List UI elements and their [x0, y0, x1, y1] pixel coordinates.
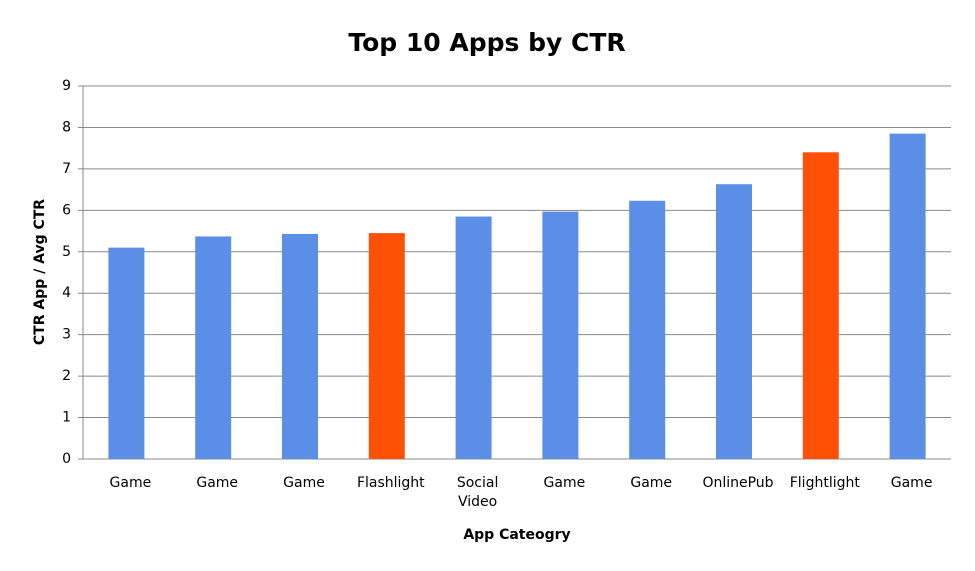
y-tick-label: 4 [62, 285, 71, 301]
x-tick-label: Flashlight [356, 475, 425, 491]
x-tick-label: Game [630, 475, 673, 491]
bar [368, 233, 405, 459]
y-tick-label: 7 [62, 161, 71, 177]
bar [455, 216, 492, 459]
x-tick-label: Game [109, 475, 152, 491]
bar [108, 247, 145, 459]
bar [716, 184, 752, 459]
x-axis-label: App Cateogry [463, 527, 570, 543]
x-tick-label: Flightlight [789, 475, 860, 491]
x-tick-label: Game [283, 475, 325, 491]
y-tick-label: 8 [62, 119, 71, 135]
bar [629, 200, 666, 459]
y-tick-label: 3 [62, 327, 71, 343]
y-tick-label: 5 [62, 244, 71, 260]
x-tick-label: Social Video [456, 475, 499, 510]
x-tick-label: Game [890, 475, 933, 491]
y-tick-label: 9 [62, 78, 71, 94]
y-tick-label: 2 [62, 368, 71, 384]
x-tick-label: Game [196, 475, 239, 491]
y-tick-label: 6 [62, 202, 71, 218]
bar [195, 236, 232, 459]
y-axis-label: CTR App / Avg CTR [32, 199, 48, 345]
x-tick-label: OnlinePub [702, 475, 774, 491]
y-tick-label: 1 [62, 410, 71, 426]
bar [282, 233, 318, 459]
bar [802, 152, 839, 460]
y-tick-label: 0 [62, 451, 71, 467]
bar [542, 211, 579, 459]
bar [889, 133, 926, 459]
chart-title: Top 10 Apps by CTR [348, 28, 625, 57]
x-tick-label: Game [543, 475, 586, 491]
